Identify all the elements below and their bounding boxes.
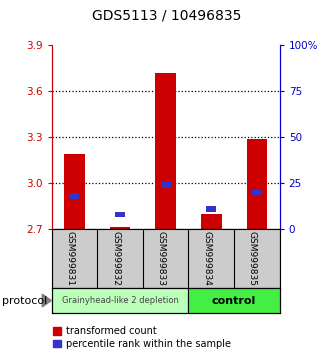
Bar [247,139,267,229]
Bar [156,73,176,229]
Text: GSM999835: GSM999835 [248,231,257,286]
Bar [64,154,85,229]
Text: Grainyhead-like 2 depletion: Grainyhead-like 2 depletion [62,296,178,305]
Text: GSM999833: GSM999833 [157,231,166,286]
Text: GSM999834: GSM999834 [202,231,211,286]
Bar [52,288,188,313]
Text: protocol: protocol [2,296,47,306]
Bar [206,206,216,212]
Bar [115,212,125,217]
Bar [188,288,280,313]
Polygon shape [42,294,51,307]
Text: GSM999831: GSM999831 [65,231,75,286]
Bar [201,214,221,229]
Text: GDS5113 / 10496835: GDS5113 / 10496835 [92,9,241,23]
Bar [252,190,262,195]
Text: GSM999832: GSM999832 [111,231,120,286]
Bar [110,227,130,229]
Legend: transformed count, percentile rank within the sample: transformed count, percentile rank withi… [53,326,231,349]
Text: control: control [212,296,256,306]
Bar [69,194,80,199]
Bar [161,182,171,188]
